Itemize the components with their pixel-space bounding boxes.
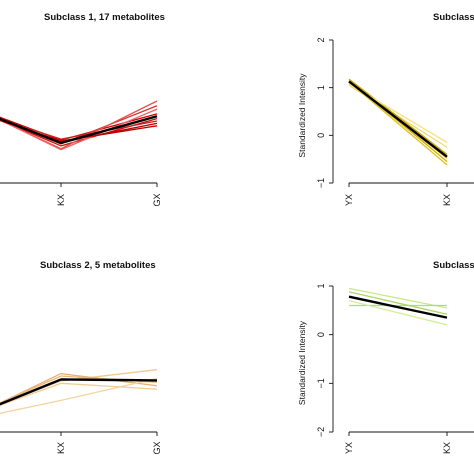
series-line	[0, 108, 158, 151]
series-line	[0, 377, 158, 415]
x-tick-label: YX	[344, 194, 354, 206]
panel-title: Subclass	[433, 260, 474, 271]
series-line	[348, 287, 448, 309]
series-line	[348, 291, 448, 315]
y-tick-label: 1	[316, 283, 326, 288]
x-tick-label: KX	[56, 442, 66, 454]
y-tick-label: −2	[316, 427, 326, 437]
y-tick-label: 0	[316, 133, 326, 138]
x-tick-label: KX	[442, 194, 452, 206]
x-tick-label: KX	[442, 442, 452, 454]
series-line	[0, 118, 158, 140]
y-axis-label: Standardized Intensity	[297, 73, 307, 158]
mean-series-line	[348, 295, 448, 319]
x-tick-label: YX	[344, 442, 354, 454]
series-line	[0, 113, 158, 141]
series-line	[348, 78, 448, 155]
y-tick-label: 0	[316, 332, 326, 337]
y-tick-label: −1	[316, 378, 326, 388]
x-tick-label: GX	[152, 193, 162, 206]
series-line	[0, 372, 158, 404]
panel-title: Subclass	[433, 12, 474, 23]
series-line	[348, 299, 448, 326]
panel-title: Subclass 1, 17 metabolites	[44, 12, 165, 23]
series-line	[0, 382, 158, 406]
x-tick-label: KX	[56, 194, 66, 206]
y-tick-label: 2	[316, 37, 326, 42]
series-line	[0, 369, 158, 405]
y-tick-label: 1	[316, 85, 326, 90]
x-tick-label: GX	[152, 441, 162, 454]
panel-title: Subclass 2, 5 metabolites	[40, 260, 156, 271]
series-line	[0, 100, 158, 150]
series-line	[348, 81, 448, 166]
series-line	[0, 119, 158, 142]
y-tick-label: −1	[316, 178, 326, 188]
mean-series-line	[348, 80, 448, 158]
mean-series-line	[0, 115, 158, 145]
mean-series-line	[0, 378, 158, 406]
y-axis-label: Standardized Intensity	[297, 320, 307, 405]
